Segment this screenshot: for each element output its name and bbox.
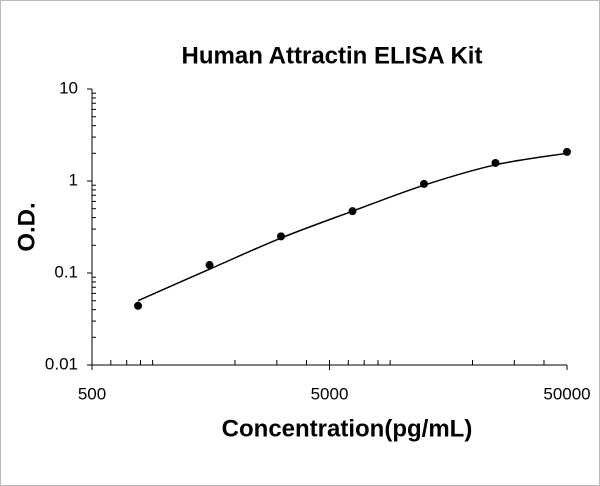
x-tick-label: 50000 <box>543 384 590 403</box>
y-tick-label: 0.01 <box>45 354 78 373</box>
data-point <box>205 261 214 270</box>
x-tick-label: 5000 <box>311 384 349 403</box>
chart-title: Human Attractin ELISA Kit <box>182 42 483 69</box>
y-tick-label: 0.1 <box>54 262 78 281</box>
data-point <box>134 301 143 310</box>
y-tick-label: 10 <box>59 78 78 97</box>
x-tick-label: 500 <box>78 384 106 403</box>
y-tick-label: 1 <box>69 170 78 189</box>
y-axis-title: O.D. <box>13 202 40 251</box>
data-point <box>563 147 571 156</box>
fit-curve <box>137 152 568 302</box>
x-axis-title: Concentration(pg/mL) <box>222 415 473 442</box>
